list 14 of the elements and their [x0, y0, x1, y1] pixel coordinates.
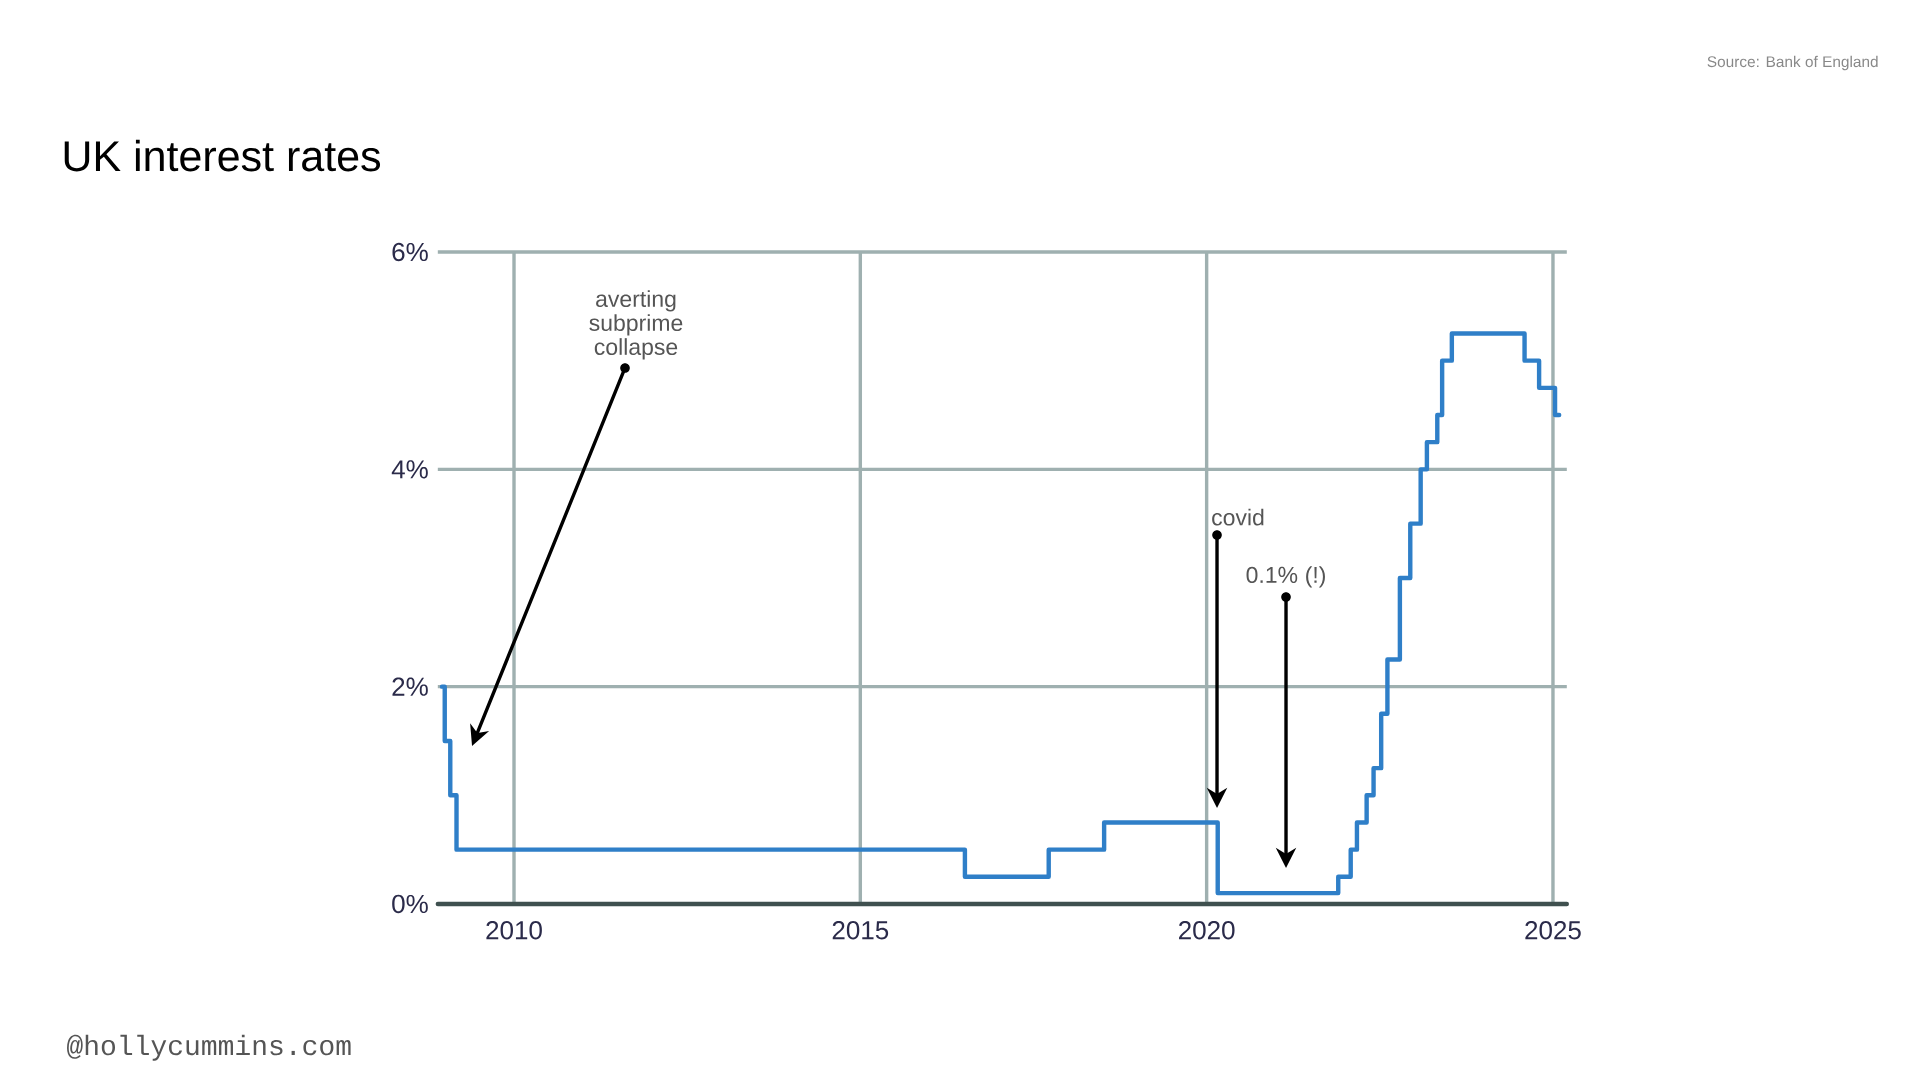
x-tick-label: 2015: [832, 921, 889, 940]
annotation: covid: [1212, 508, 1264, 526]
annotation: 0.1% (!): [1246, 566, 1325, 588]
x-tick-label: 2010: [486, 921, 542, 940]
annotation: averting subprime collapse: [589, 290, 683, 360]
y-tick-label: 6%: [392, 242, 428, 262]
y-tick-label: 4%: [391, 460, 428, 479]
source-note: Source: Bank of England: [1707, 55, 1878, 71]
y-tick-label: 0%: [392, 894, 428, 914]
y-tick-label: 2%: [392, 677, 428, 696]
chart-title: UK interest rates: [64, 139, 381, 172]
x-tick-label: 2025: [1525, 921, 1581, 940]
text: @hollycummins.com: [67, 1034, 351, 1061]
x-tick-label: 2020: [1179, 921, 1235, 940]
